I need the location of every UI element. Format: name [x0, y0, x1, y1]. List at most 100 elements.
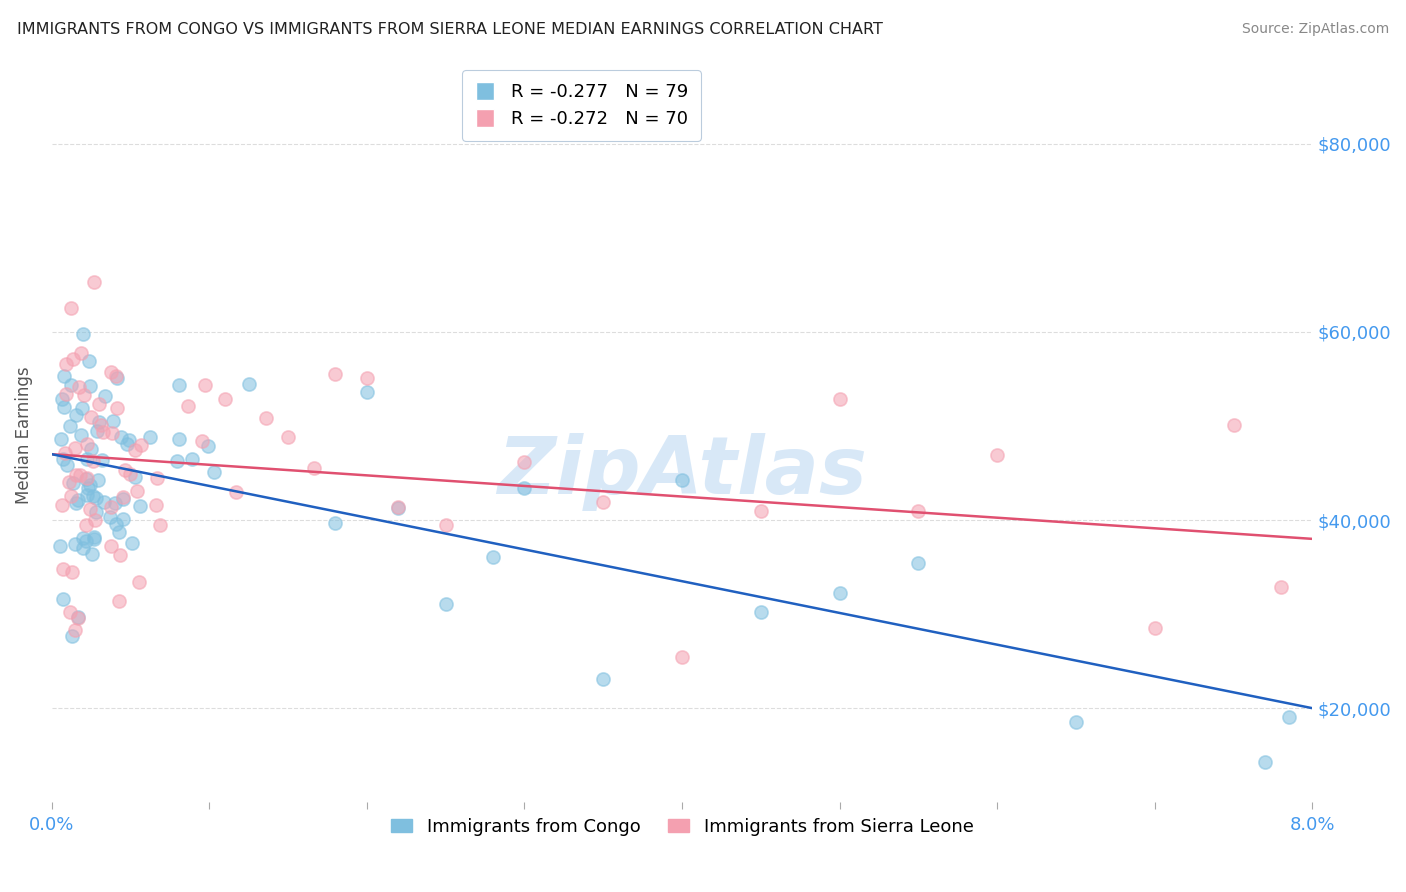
Point — [82, 454, 104, 468]
Point — [104, 369, 127, 384]
Point — [83, 532, 105, 546]
Point — [79, 354, 101, 368]
Text: IMMIGRANTS FROM CONGO VS IMMIGRANTS FROM SIERRA LEONE MEDIAN EARNINGS CORRELATIO: IMMIGRANTS FROM CONGO VS IMMIGRANTS FROM… — [17, 22, 883, 37]
Point — [482, 550, 505, 565]
Point — [63, 623, 86, 637]
Point — [112, 512, 135, 526]
Point — [1064, 715, 1087, 730]
Point — [76, 451, 98, 466]
Point — [434, 518, 457, 533]
Point — [76, 437, 98, 451]
Point — [49, 433, 72, 447]
Point — [69, 467, 91, 482]
Point — [202, 466, 225, 480]
Point — [65, 468, 87, 483]
Point — [63, 537, 86, 551]
Point — [139, 430, 162, 444]
Point — [105, 401, 128, 416]
Point — [148, 517, 170, 532]
Point — [671, 474, 693, 488]
Point — [86, 424, 108, 438]
Point — [177, 399, 200, 413]
Legend: Immigrants from Congo, Immigrants from Sierra Leone: Immigrants from Congo, Immigrants from S… — [381, 808, 983, 845]
Point — [72, 327, 94, 342]
Point — [55, 458, 77, 472]
Point — [76, 471, 98, 485]
Point — [65, 441, 87, 455]
Point — [86, 505, 108, 519]
Point — [129, 438, 152, 452]
Point — [60, 301, 83, 316]
Point — [1278, 709, 1301, 723]
Point — [55, 357, 77, 371]
Point — [51, 498, 73, 512]
Point — [55, 387, 77, 401]
Point — [225, 485, 247, 500]
Point — [108, 594, 131, 608]
Point — [77, 481, 100, 495]
Point — [67, 380, 90, 394]
Point — [117, 433, 139, 447]
Point — [65, 408, 87, 422]
Point — [592, 672, 614, 686]
Point — [62, 352, 84, 367]
Point — [59, 489, 82, 503]
Point — [79, 501, 101, 516]
Point — [1254, 755, 1277, 769]
Text: Source: ZipAtlas.com: Source: ZipAtlas.com — [1241, 22, 1389, 37]
Point — [89, 396, 111, 410]
Point — [66, 492, 89, 507]
Point — [62, 476, 84, 491]
Point — [87, 415, 110, 429]
Point — [277, 429, 299, 443]
Point — [124, 442, 146, 457]
Point — [52, 592, 75, 607]
Point — [434, 597, 457, 611]
Point — [107, 525, 129, 540]
Point — [101, 414, 124, 428]
Point — [79, 379, 101, 393]
Point — [83, 513, 105, 527]
Point — [72, 531, 94, 545]
Point — [513, 455, 536, 469]
Point — [100, 365, 122, 379]
Point — [167, 432, 190, 446]
Point — [114, 463, 136, 477]
Point — [58, 605, 80, 619]
Point — [166, 454, 188, 468]
Point — [145, 498, 167, 512]
Point — [75, 534, 97, 549]
Point — [58, 475, 80, 490]
Point — [129, 499, 152, 513]
Text: ZipAtlas: ZipAtlas — [498, 434, 868, 511]
Point — [110, 429, 132, 443]
Point — [828, 392, 851, 406]
Point — [75, 517, 97, 532]
Point — [80, 442, 103, 456]
Point — [1143, 621, 1166, 635]
Point — [87, 474, 110, 488]
Point — [86, 491, 108, 505]
Point — [65, 496, 87, 510]
Point — [254, 411, 277, 425]
Point — [120, 467, 142, 481]
Point — [749, 504, 772, 518]
Point — [907, 504, 929, 518]
Point — [48, 539, 70, 553]
Point — [60, 565, 83, 579]
Point — [191, 434, 214, 449]
Point — [100, 539, 122, 553]
Point — [986, 448, 1008, 462]
Point — [671, 650, 693, 665]
Point — [145, 471, 167, 485]
Point — [513, 482, 536, 496]
Point — [53, 446, 76, 460]
Point — [749, 606, 772, 620]
Point — [98, 510, 121, 524]
Point — [51, 392, 73, 407]
Point — [214, 392, 236, 406]
Point — [80, 547, 103, 561]
Point — [70, 401, 93, 415]
Point — [111, 492, 134, 507]
Point — [90, 417, 112, 432]
